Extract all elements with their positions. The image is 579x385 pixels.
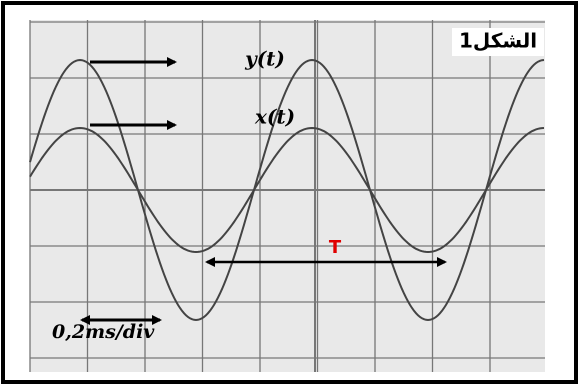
figure-label: الشكل1	[459, 29, 537, 53]
curve-label: x(t)	[254, 105, 295, 129]
page: الشكل1 y(t) x(t) T 0,2ms/div (() => { co…	[0, 0, 579, 385]
oscilloscope-figure: الشكل1 y(t) x(t) T 0,2ms/div	[0, 0, 579, 385]
period-label: T	[329, 237, 342, 258]
scale-label: 0,2ms/div	[52, 321, 155, 343]
curve-label: y(t)	[244, 47, 285, 71]
